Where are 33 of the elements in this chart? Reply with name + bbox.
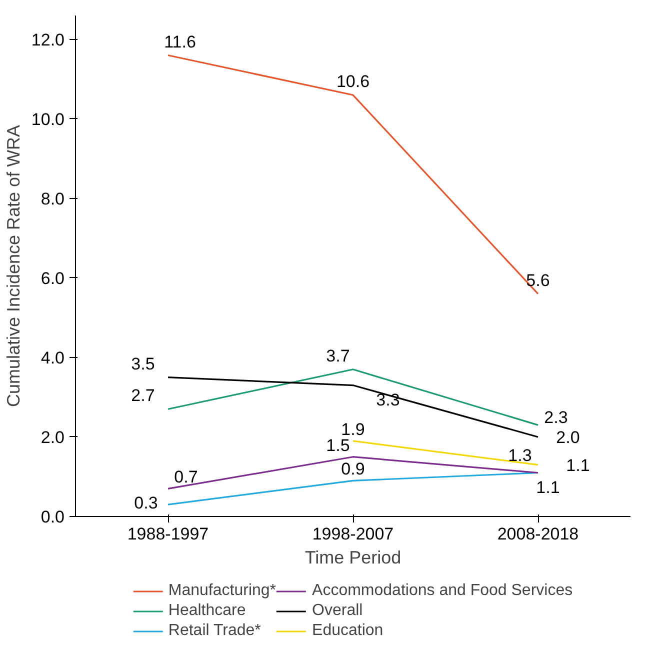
- legend-label: Healthcare: [168, 602, 246, 620]
- data-label: 2.0: [556, 428, 580, 447]
- y-axis-title: Cumulative Incidence Rate of WRA: [3, 124, 24, 408]
- data-label: 0.9: [341, 460, 365, 479]
- data-label: 1.1: [566, 456, 590, 475]
- y-tick-label: 10.0: [31, 110, 65, 129]
- data-label: 0.3: [134, 494, 158, 513]
- x-tick-label: 1988-1997: [127, 524, 209, 544]
- legend-label: Retail Trade*: [168, 622, 261, 640]
- x-tick-label: 2008-2018: [497, 524, 579, 544]
- data-label: 1.3: [508, 446, 532, 465]
- y-tick-label: 12.0: [31, 30, 65, 50]
- legend-label: Manufacturing*: [168, 582, 276, 600]
- y-tick-label: 8.0: [40, 189, 65, 208]
- y-tick-label: 6.0: [40, 268, 65, 288]
- data-label: 3.5: [131, 354, 155, 374]
- x-tick-label: 1998-2007: [312, 524, 394, 544]
- data-label: 3.3: [376, 390, 400, 410]
- data-label: 5.6: [526, 270, 550, 290]
- x-axis-title: Time Period: [304, 548, 402, 568]
- legend-label: Overall: [312, 602, 363, 620]
- data-label: 2.3: [544, 408, 568, 428]
- data-label: 11.6: [164, 32, 196, 52]
- data-label: 3.7: [326, 346, 350, 366]
- y-tick-label: 4.0: [40, 348, 65, 368]
- data-label: 2.7: [131, 386, 155, 406]
- data-label: 1.1: [536, 478, 560, 497]
- y-tick-label: 2.0: [40, 428, 65, 447]
- legend-label: Education: [312, 622, 384, 640]
- data-label: 10.6: [336, 72, 370, 92]
- y-tick-label: 0.0: [40, 508, 65, 526]
- legend-label: Accommodations and Food Services: [312, 582, 573, 600]
- data-label: 0.7: [174, 468, 198, 487]
